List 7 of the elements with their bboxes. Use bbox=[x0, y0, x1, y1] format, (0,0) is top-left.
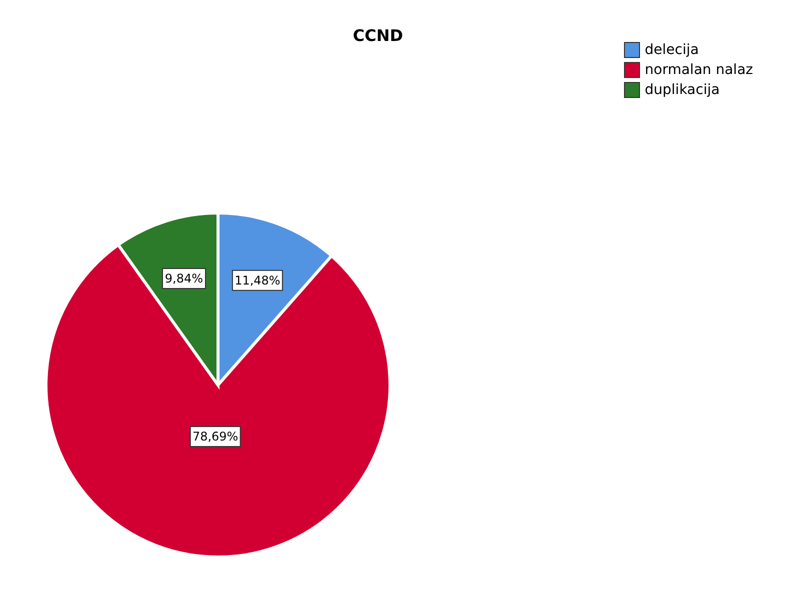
data-label: 78,69% bbox=[192, 430, 238, 444]
data-label: 9,84% bbox=[164, 272, 204, 286]
legend-label: delecija bbox=[644, 42, 699, 58]
legend-label: normalan nalaz bbox=[644, 62, 753, 78]
data-label: 11,48% bbox=[234, 273, 280, 288]
legend-label: duplikacija bbox=[644, 82, 720, 98]
chart-title: CCND bbox=[352, 26, 404, 45]
